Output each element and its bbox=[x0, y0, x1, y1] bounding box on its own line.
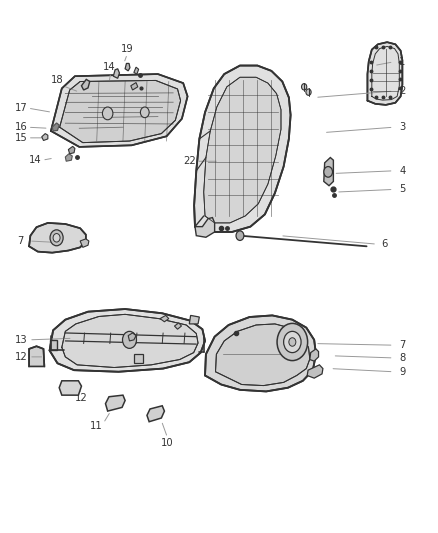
Polygon shape bbox=[51, 74, 187, 147]
Polygon shape bbox=[195, 217, 215, 237]
Text: 17: 17 bbox=[14, 103, 27, 113]
Circle shape bbox=[102, 107, 113, 120]
Polygon shape bbox=[134, 67, 139, 74]
Polygon shape bbox=[81, 79, 90, 90]
Text: 11: 11 bbox=[90, 421, 103, 431]
Polygon shape bbox=[80, 239, 89, 247]
Polygon shape bbox=[189, 316, 199, 324]
Text: 14: 14 bbox=[29, 155, 42, 165]
Text: 12: 12 bbox=[14, 352, 27, 362]
Polygon shape bbox=[307, 365, 323, 378]
Text: 14: 14 bbox=[102, 62, 115, 72]
Polygon shape bbox=[125, 63, 130, 71]
Polygon shape bbox=[65, 154, 72, 161]
Polygon shape bbox=[205, 316, 316, 391]
Text: 4: 4 bbox=[399, 166, 406, 176]
Text: 3: 3 bbox=[399, 122, 406, 132]
Polygon shape bbox=[128, 333, 136, 341]
Circle shape bbox=[141, 107, 149, 118]
Text: 19: 19 bbox=[121, 44, 134, 53]
Circle shape bbox=[306, 89, 311, 95]
Polygon shape bbox=[29, 223, 86, 253]
Polygon shape bbox=[174, 323, 181, 329]
Polygon shape bbox=[324, 158, 333, 185]
Circle shape bbox=[301, 84, 307, 90]
Text: 6: 6 bbox=[382, 239, 388, 249]
Text: 13: 13 bbox=[14, 335, 27, 345]
Circle shape bbox=[53, 233, 60, 242]
Polygon shape bbox=[106, 395, 125, 411]
Text: 10: 10 bbox=[161, 438, 174, 448]
Polygon shape bbox=[367, 42, 403, 105]
Polygon shape bbox=[49, 309, 205, 372]
Text: 5: 5 bbox=[399, 184, 406, 195]
Circle shape bbox=[289, 338, 296, 346]
Text: 8: 8 bbox=[399, 353, 406, 363]
Text: 15: 15 bbox=[14, 133, 27, 143]
Circle shape bbox=[324, 166, 332, 177]
Polygon shape bbox=[194, 66, 290, 232]
Polygon shape bbox=[49, 340, 57, 351]
Polygon shape bbox=[113, 69, 120, 78]
Polygon shape bbox=[134, 354, 143, 364]
Polygon shape bbox=[310, 349, 318, 361]
Circle shape bbox=[284, 332, 301, 353]
Polygon shape bbox=[204, 77, 281, 223]
Text: 1: 1 bbox=[399, 57, 406, 67]
Polygon shape bbox=[52, 123, 59, 131]
Text: 22: 22 bbox=[183, 156, 196, 166]
Polygon shape bbox=[42, 134, 48, 141]
Circle shape bbox=[277, 324, 307, 361]
Text: 9: 9 bbox=[399, 367, 406, 377]
Text: 7: 7 bbox=[399, 340, 406, 350]
Text: 18: 18 bbox=[51, 76, 64, 85]
Text: 16: 16 bbox=[14, 122, 27, 132]
Polygon shape bbox=[68, 147, 75, 154]
Polygon shape bbox=[62, 314, 198, 368]
Text: 7: 7 bbox=[18, 236, 24, 246]
Polygon shape bbox=[60, 80, 180, 143]
Polygon shape bbox=[147, 406, 164, 422]
Polygon shape bbox=[59, 381, 81, 395]
Polygon shape bbox=[131, 83, 138, 90]
Polygon shape bbox=[29, 346, 44, 367]
Circle shape bbox=[50, 230, 63, 246]
Polygon shape bbox=[215, 324, 310, 385]
Circle shape bbox=[236, 231, 244, 240]
Circle shape bbox=[123, 332, 137, 349]
Text: 12: 12 bbox=[75, 393, 88, 403]
Text: 2: 2 bbox=[399, 86, 406, 96]
Polygon shape bbox=[160, 316, 169, 322]
